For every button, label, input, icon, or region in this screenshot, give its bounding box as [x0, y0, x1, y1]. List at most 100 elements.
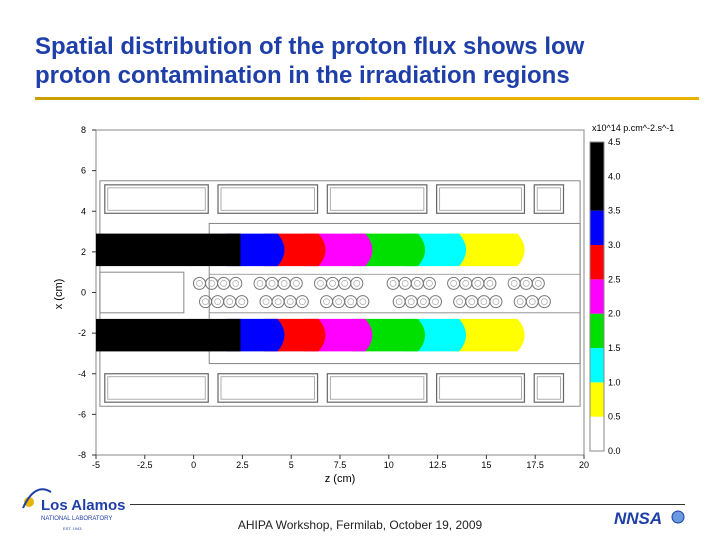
fuel-pin-core [420, 298, 427, 305]
structure-box-inner [329, 187, 425, 211]
fuel-pin-core [220, 280, 228, 287]
structure-box [217, 184, 319, 214]
colorbar-segment [590, 416, 604, 451]
structure-box-inner [220, 187, 315, 211]
structure-box-inner [536, 376, 561, 400]
footer-text: AHIPA Workshop, Fermilab, October 19, 20… [237, 518, 483, 532]
colorbar-segment [590, 382, 604, 417]
x-tick-label: 17.5 [526, 460, 544, 470]
y-tick-label: 0 [81, 288, 86, 298]
fuel-pin-core [232, 280, 240, 287]
structure-box [326, 373, 428, 403]
structure-box [533, 373, 565, 403]
x-tick-label: 0 [191, 460, 196, 470]
fuel-pin-core [335, 298, 342, 305]
overlay-layer [209, 223, 581, 364]
colorbar-segment [590, 279, 604, 314]
colorbar-segment [590, 245, 604, 280]
fuel-pin-core [510, 280, 518, 287]
y-tick-label: 8 [81, 125, 86, 135]
colorbar-tick-label: 1.5 [608, 343, 621, 353]
fuel-pin [489, 295, 503, 309]
fuel-pin-core [450, 280, 457, 287]
logo-orbit-icon [22, 488, 52, 509]
colorbar [589, 141, 605, 452]
fuel-pin [428, 295, 442, 309]
fuel-pin [289, 276, 303, 290]
x-tick-label: 10 [384, 460, 394, 470]
x-tick-label: -2.5 [137, 460, 153, 470]
fuel-pin [356, 295, 370, 309]
beam-layer [96, 233, 525, 352]
y-tick-label: 4 [81, 206, 86, 216]
fuel-pin [537, 295, 551, 309]
structure-box-inner [107, 376, 206, 400]
colorbar-tick-label: 3.5 [608, 206, 621, 216]
logo-established: EST. 1943 [63, 526, 82, 531]
fuel-pin-core [256, 280, 264, 287]
beam-band [96, 233, 241, 267]
fuel-pin-core [389, 280, 397, 287]
fuel-pin-core [208, 280, 215, 287]
fuel-pin [531, 276, 545, 290]
fuel-pin [350, 276, 364, 290]
geometry-layer [99, 180, 581, 407]
colorbar-tick-label: 0.5 [608, 412, 621, 422]
fuel-pin-core [317, 280, 324, 287]
fuel-pin-core [395, 298, 403, 305]
nnsa-emblem-icon [671, 510, 685, 524]
y-tick-label: 6 [81, 166, 86, 176]
structure-box-inner [439, 187, 522, 211]
title-underline-accent [35, 97, 360, 100]
colorbar-segment [590, 210, 604, 245]
slide-title-line-2: proton contamination in the irradiation … [35, 62, 570, 89]
x-axis-ticks: -5 -2.5 0 2.5 5 7.5 10 12.5 15 17.5 20 [92, 455, 589, 470]
colorbar-tick-label: 2.0 [608, 309, 621, 319]
y-tick-label: -6 [78, 409, 86, 419]
structure-box [436, 373, 526, 403]
fuel-pin-core [286, 298, 294, 305]
x-tick-label: 2.5 [236, 460, 249, 470]
fuel-pin-core [528, 298, 536, 305]
fuel-pin-core [238, 298, 246, 305]
colorbar-unit: x10^14 p.cm^-2.s^-1 [592, 123, 674, 133]
fuel-pin-core [413, 280, 421, 287]
x-tick-label: 15 [481, 460, 491, 470]
structure-box-inner [220, 376, 315, 400]
plot-frame [95, 129, 585, 456]
colorbar-segment [590, 142, 604, 211]
fuel-pin-core [480, 298, 488, 305]
beam-band [226, 233, 285, 267]
nnsa-logo: NNSA [614, 509, 685, 528]
fuel-pin [295, 295, 309, 309]
fuel-pin-core [323, 298, 330, 305]
fuel-pin-core [353, 280, 361, 287]
fuel-pin-core [359, 298, 367, 305]
los-alamos-logo: Los Alamos NATIONAL LABORATORY EST. 1943 [22, 488, 125, 531]
fuel-pin-core [407, 298, 415, 305]
x-axis-label: z (cm) [325, 473, 356, 485]
fuel-pin-core [292, 280, 300, 287]
fuel-pin-core [274, 298, 282, 305]
fuel-pin-core [541, 298, 548, 305]
fuel-pin-core [468, 298, 476, 305]
title-underline [35, 97, 699, 100]
structure-box-inner [329, 376, 425, 400]
structure-box [104, 184, 209, 214]
fuel-pin-core [492, 298, 500, 305]
fuel-pin-core [401, 280, 409, 287]
fuel-pin-core [298, 298, 306, 305]
colorbar-tick-label: 0.0 [608, 446, 621, 456]
y-tick-label: -8 [78, 450, 86, 460]
colorbar-segment [590, 313, 604, 348]
beam-band [96, 318, 241, 352]
fuel-pin-core [329, 280, 336, 287]
fuel-pin-core [280, 280, 288, 287]
fuel-pin [422, 276, 436, 290]
fuel-pin-core [347, 298, 355, 305]
colorbar-segment [590, 348, 604, 383]
colorbar-tick-label: 4.5 [608, 137, 621, 147]
x-tick-label: 5 [289, 460, 294, 470]
structure-box-inner [536, 187, 561, 211]
